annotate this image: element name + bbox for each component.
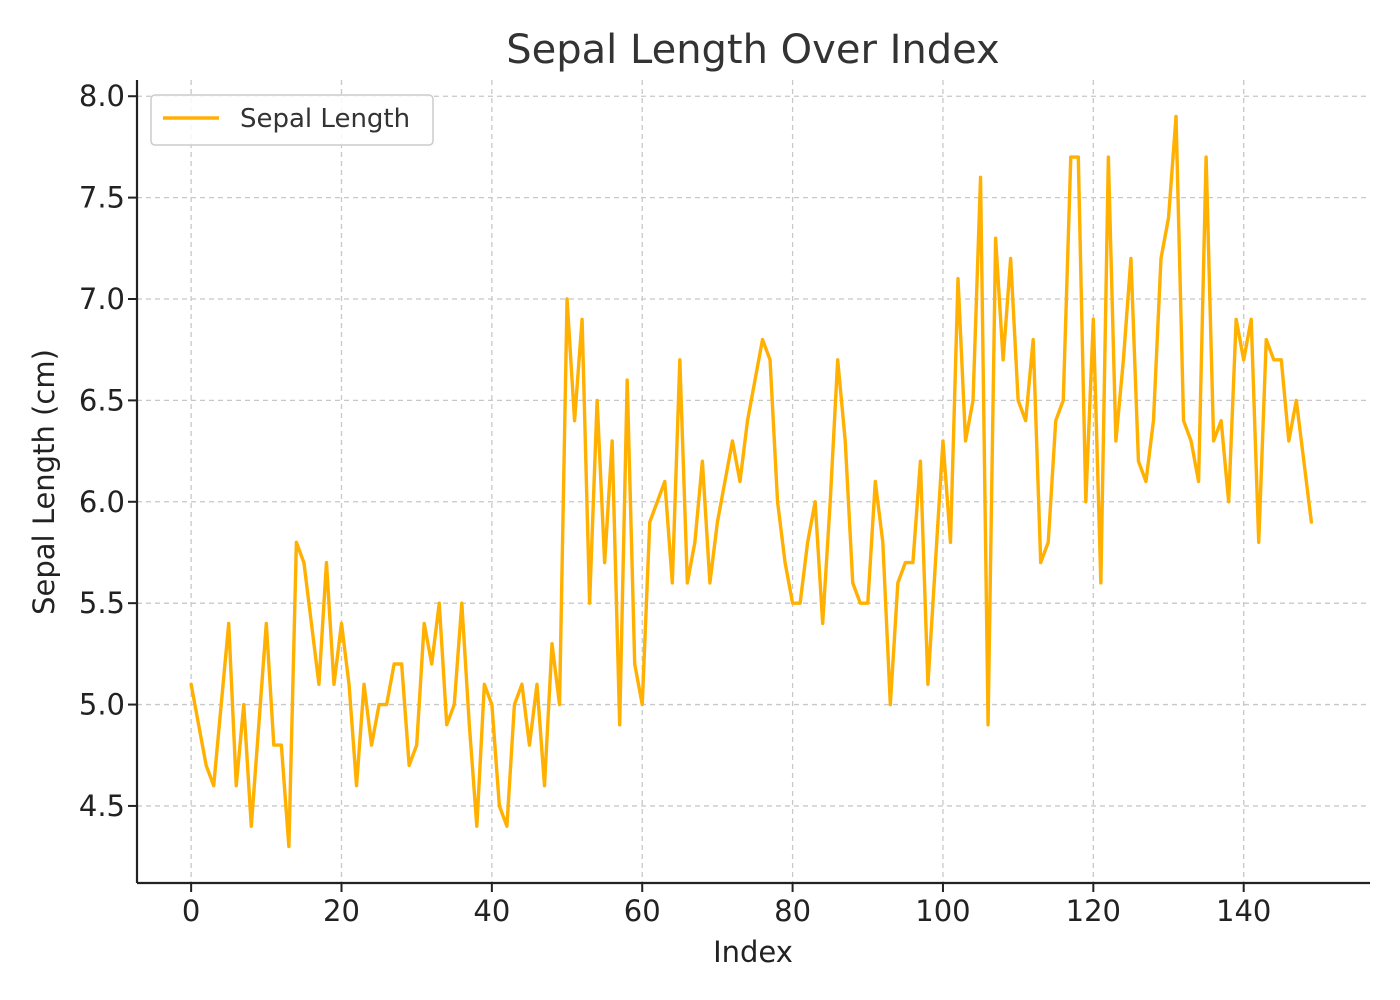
y-tick-label-4.5: 4.5 [79,789,125,823]
x-ticks: 0 20 40 60 80 100 120 140 [182,883,1271,928]
series-line-sepal-length [189,114,1314,849]
legend-box [150,94,434,146]
chart-title: Sepal Length Over Index [506,27,999,73]
x-tick-label-0: 0 [182,894,200,928]
x-tick-label-100: 100 [915,894,970,928]
legend: Sepal Length [150,94,434,146]
x-tick-label-80: 80 [774,894,811,928]
x-axis-label: Index [713,935,793,969]
y-ticks: 4.5 5.0 5.5 6.0 6.5 7.0 7.5 8.0 [79,79,137,823]
x-tick-label-40: 40 [473,894,510,928]
y-tick-label-7.5: 7.5 [79,181,125,215]
y-tick-label-8.0: 8.0 [79,79,125,113]
x-tick-label-120: 120 [1066,894,1121,928]
y-axis-label: Sepal Length (cm) [27,349,61,615]
grid [137,80,1370,883]
x-tick-label-140: 140 [1216,894,1271,928]
x-tick-label-20: 20 [323,894,360,928]
legend-label-sepal-length: Sepal Length [240,104,410,134]
y-tick-label-5.5: 5.5 [79,586,125,620]
axes [135,80,1370,885]
x-tick-label-60: 60 [624,894,661,928]
y-tick-label-6.0: 6.0 [79,485,125,519]
y-tick-label-5.0: 5.0 [79,688,125,722]
y-tick-label-7.0: 7.0 [79,282,125,316]
y-tick-label-6.5: 6.5 [79,383,125,417]
series-layer [189,114,1314,849]
